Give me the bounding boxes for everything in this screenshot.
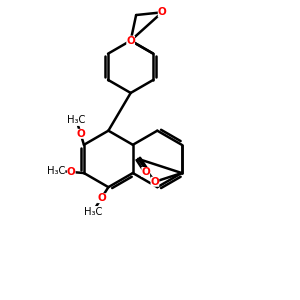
Text: O: O: [141, 167, 150, 177]
Text: H₃C: H₃C: [67, 116, 86, 125]
Text: O: O: [158, 7, 167, 17]
Text: O: O: [76, 129, 85, 139]
Text: O: O: [126, 36, 135, 46]
Text: O: O: [67, 167, 76, 177]
Text: O: O: [97, 193, 106, 203]
Text: O: O: [151, 177, 159, 187]
Text: H₃C: H₃C: [84, 206, 102, 217]
Text: H₃C: H₃C: [46, 166, 65, 176]
